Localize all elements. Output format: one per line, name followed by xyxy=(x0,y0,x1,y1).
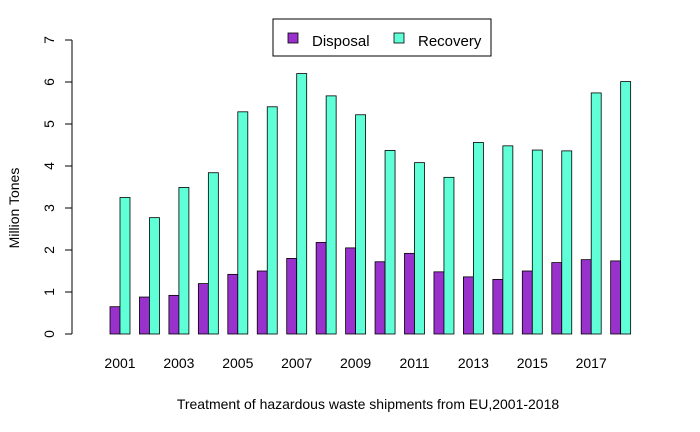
legend-label-disposal: Disposal xyxy=(312,33,370,50)
bar-disposal-2017 xyxy=(580,259,592,335)
bar-disposal-2007 xyxy=(286,257,298,335)
bar-recovery-2005 xyxy=(237,111,249,335)
bar-disposal-2005 xyxy=(227,273,239,335)
y-tick-label: 2 xyxy=(41,246,57,254)
legend-swatch-recovery xyxy=(393,32,405,44)
x-tick-label: 2017 xyxy=(576,355,607,371)
x-tick-label: 2009 xyxy=(340,355,371,371)
bars xyxy=(109,73,632,335)
bar-recovery-2017 xyxy=(590,92,602,335)
bar-disposal-2008 xyxy=(315,242,327,335)
bar-recovery-2003 xyxy=(178,187,190,335)
x-tick-label: 2005 xyxy=(222,355,253,371)
x-tick-label: 2011 xyxy=(399,355,429,371)
bar-recovery-2006 xyxy=(266,106,278,335)
y-tick-label: 4 xyxy=(41,162,57,170)
bar-disposal-2015 xyxy=(521,270,533,335)
bar-recovery-2011 xyxy=(414,162,425,335)
bar-recovery-2001 xyxy=(119,197,131,335)
y-tick-label: 3 xyxy=(41,204,57,212)
bar-disposal-2006 xyxy=(256,270,268,335)
y-axis: 0 1 2 3 4 5 6 7 xyxy=(41,36,73,338)
y-tick-label: 6 xyxy=(41,78,57,86)
bar-disposal-2009 xyxy=(345,247,357,335)
y-tick-label: 1 xyxy=(41,288,57,296)
bar-disposal-2010 xyxy=(374,261,386,335)
bar-recovery-2004 xyxy=(207,172,219,335)
x-tick-label: 2001 xyxy=(104,355,135,371)
legend-swatch-disposal xyxy=(287,32,299,44)
legend-label-recovery: Recovery xyxy=(418,33,482,50)
bar-recovery-2009 xyxy=(355,114,367,335)
x-tick-label: 2003 xyxy=(163,355,194,371)
bar-recovery-2008 xyxy=(325,95,337,335)
x-tick-label: 2007 xyxy=(281,355,312,371)
bar-recovery-2007 xyxy=(296,73,308,335)
bar-disposal-2004 xyxy=(197,283,209,335)
legend-box xyxy=(272,18,492,57)
bar-disposal-2003 xyxy=(168,294,180,335)
bar-recovery-2010 xyxy=(384,150,396,335)
bar-recovery-2016 xyxy=(561,150,573,335)
bar-recovery-2015 xyxy=(531,149,543,335)
bar-recovery-2002 xyxy=(149,217,160,335)
y-axis-title: Million Tones xyxy=(6,168,22,249)
bar-disposal-2014 xyxy=(492,278,504,335)
bar-disposal-2016 xyxy=(551,262,563,335)
bar-recovery-2014 xyxy=(502,145,514,335)
bar-recovery-2012 xyxy=(443,176,455,335)
x-axis-title: Treatment of hazardous waste shipments f… xyxy=(177,396,560,412)
bar-disposal-2018 xyxy=(610,260,622,335)
y-tick-label: 5 xyxy=(41,120,57,128)
y-tick-label: 0 xyxy=(41,330,57,338)
bar-disposal-2011 xyxy=(404,252,415,335)
y-tick-label: 7 xyxy=(41,36,57,44)
x-tick-label: 2013 xyxy=(458,355,489,371)
legend: Disposal Recovery xyxy=(272,18,492,57)
bar-disposal-2012 xyxy=(433,271,445,335)
x-tick-labels: 2001 2003 2005 2007 2009 2011 2013 2015 2017 xyxy=(104,355,607,371)
x-tick-label: 2015 xyxy=(517,355,548,371)
bar-recovery-2018 xyxy=(620,81,632,335)
bar-disposal-2002 xyxy=(139,296,150,335)
bar-disposal-2013 xyxy=(462,276,474,335)
bar-recovery-2013 xyxy=(472,142,484,335)
bar-disposal-2001 xyxy=(109,306,121,335)
